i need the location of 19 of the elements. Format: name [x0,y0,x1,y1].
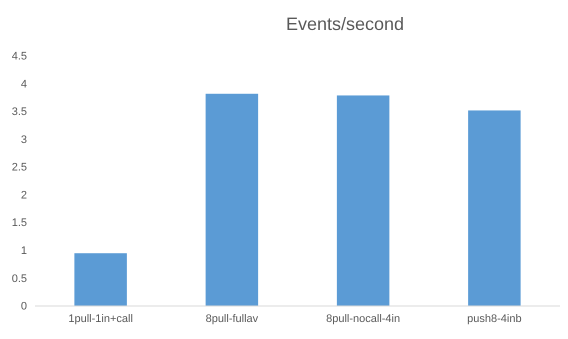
y-tick-label: 2 [20,189,27,202]
y-tick-label: 0.5 [12,272,27,285]
y-tick-label: 3 [20,134,27,146]
y-tick-label: 1 [20,244,27,257]
y-tick-label: 2.5 [12,162,27,174]
chart-title: Events/second [286,14,404,34]
y-tick-label: 0 [20,300,27,313]
y-tick-label: 3.5 [12,106,27,118]
x-tick-label: 1pull-1in+call [68,312,133,325]
x-tick-label: 8pull-fullav [206,312,259,325]
y-tick-label: 4.5 [12,50,27,63]
bar [206,94,258,306]
bar [468,110,521,306]
bar [74,253,127,306]
y-tick-label: 1.5 [12,217,27,230]
x-tick-label: 8pull-nocall-4in [326,312,400,325]
y-tick-label: 4 [20,78,27,90]
bar [336,95,390,306]
x-tick-label: push8-4inb [467,312,522,325]
